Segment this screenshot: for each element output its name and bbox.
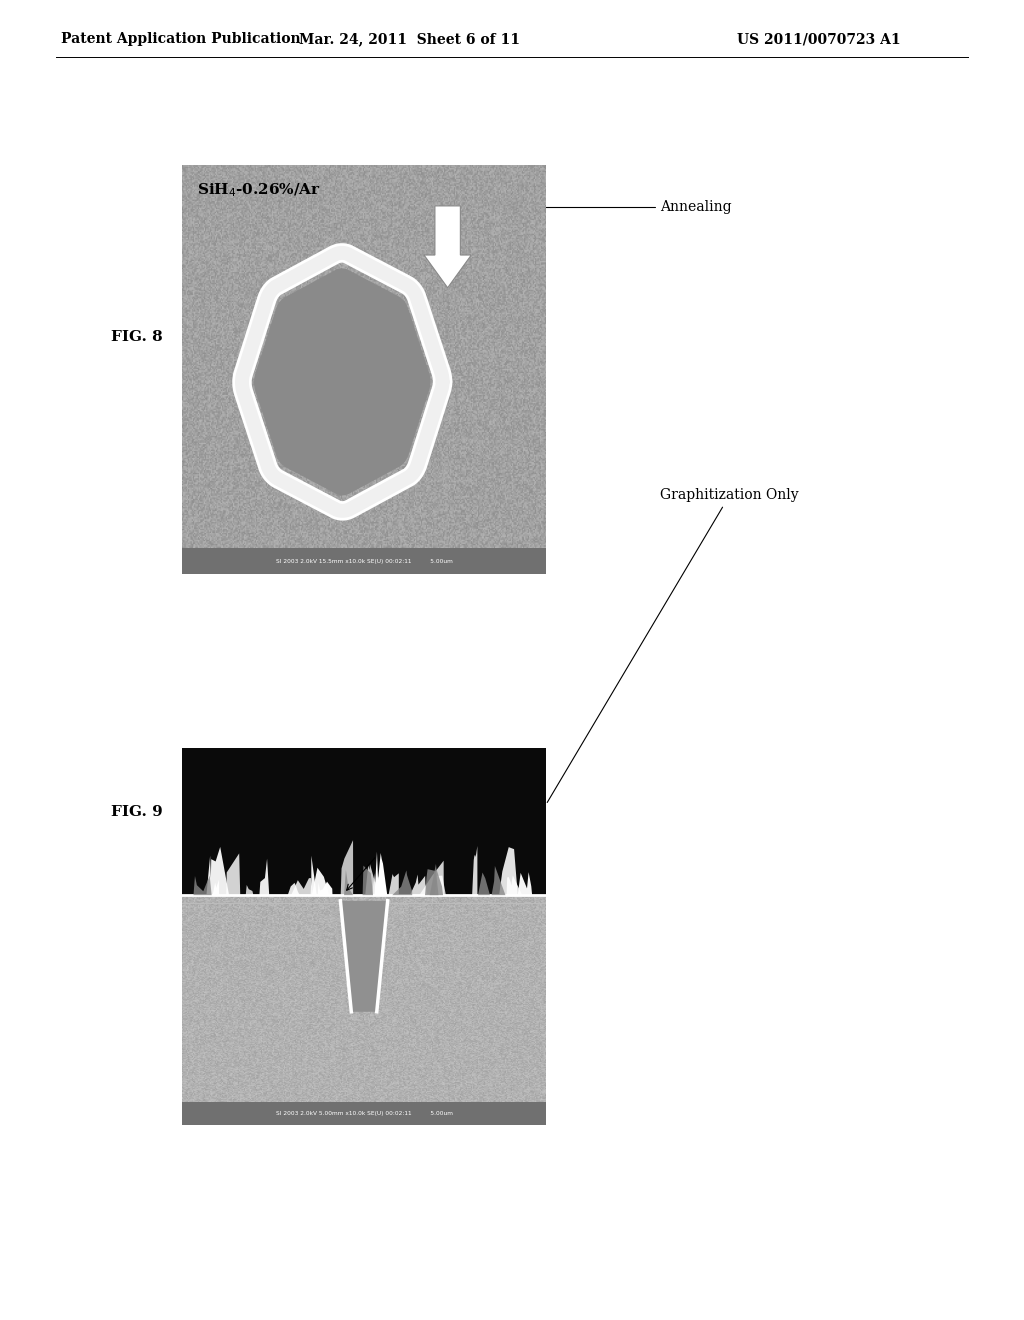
Polygon shape	[492, 866, 506, 895]
Text: SiH$_4$-0.26%/Ar: SiH$_4$-0.26%/Ar	[197, 181, 321, 199]
Polygon shape	[246, 884, 253, 895]
Polygon shape	[366, 865, 379, 895]
Text: SI 2003 2.0kV 5.00mm x10.0k SE(U) 00:02:11          5.00um: SI 2003 2.0kV 5.00mm x10.0k SE(U) 00:02:…	[275, 1111, 453, 1115]
Polygon shape	[410, 875, 427, 895]
Polygon shape	[213, 880, 219, 895]
Polygon shape	[430, 863, 443, 895]
Polygon shape	[340, 900, 388, 1011]
Text: Mar. 24, 2011  Sheet 6 of 11: Mar. 24, 2011 Sheet 6 of 11	[299, 32, 520, 46]
Bar	[182, 548, 546, 574]
Polygon shape	[311, 867, 329, 895]
Polygon shape	[425, 869, 438, 895]
Text: SI 2003 2.0kV 15.5mm x10.0k SE(U) 00:02:11          5.00um: SI 2003 2.0kV 15.5mm x10.0k SE(U) 00:02:…	[275, 558, 453, 564]
Polygon shape	[226, 854, 241, 895]
Polygon shape	[392, 870, 413, 895]
Polygon shape	[341, 840, 353, 895]
Polygon shape	[344, 870, 353, 895]
Polygon shape	[478, 873, 490, 895]
Polygon shape	[207, 847, 229, 895]
Polygon shape	[259, 858, 269, 895]
Polygon shape	[317, 882, 333, 895]
Bar	[182, 1102, 546, 1125]
Text: US 2011/0070723 A1: US 2011/0070723 A1	[737, 32, 901, 46]
Polygon shape	[507, 875, 522, 895]
Polygon shape	[472, 846, 477, 895]
Polygon shape	[310, 855, 316, 895]
Polygon shape	[372, 874, 382, 895]
Polygon shape	[424, 206, 471, 288]
Polygon shape	[499, 847, 518, 895]
Polygon shape	[288, 883, 300, 895]
Polygon shape	[291, 878, 311, 895]
Polygon shape	[434, 875, 445, 895]
Polygon shape	[362, 866, 373, 895]
Polygon shape	[254, 268, 430, 495]
Bar	[182, 748, 546, 895]
Polygon shape	[388, 874, 398, 895]
Text: Annealing: Annealing	[447, 168, 732, 214]
Text: Graphitization Only: Graphitization Only	[547, 488, 799, 803]
Polygon shape	[420, 861, 443, 895]
Polygon shape	[375, 851, 387, 895]
Text: Patent Application Publication: Patent Application Publication	[61, 32, 301, 46]
Text: FIG. 8: FIG. 8	[111, 330, 163, 343]
Polygon shape	[194, 875, 212, 895]
Polygon shape	[518, 873, 532, 895]
Text: FIG. 9: FIG. 9	[111, 805, 163, 818]
